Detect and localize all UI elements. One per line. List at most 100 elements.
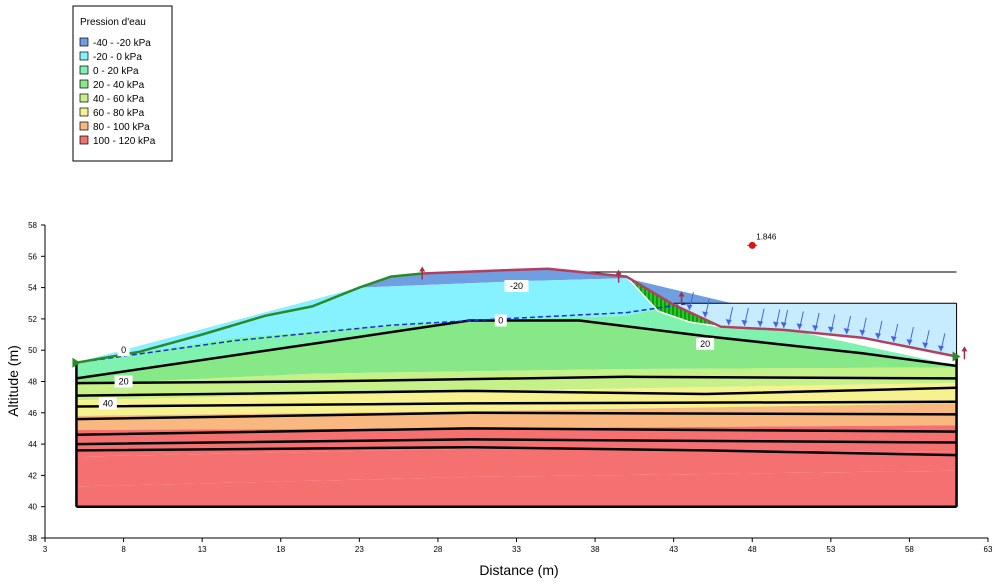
- stratigraphy-line: [76, 445, 957, 457]
- ground-surface-right: [422, 267, 957, 358]
- ground-surface-left: [76, 272, 423, 364]
- y-axis-title: Altitude (m): [5, 345, 21, 417]
- svg-text:0: 0: [498, 315, 503, 325]
- piezometric-line: [76, 302, 690, 364]
- legend-swatch: [79, 65, 89, 75]
- x-tick-label: 13: [198, 545, 207, 554]
- y-tick-label: 54: [28, 284, 37, 293]
- legend-label: 60 - 80 kPa: [93, 108, 145, 119]
- y-tick-label: 44: [28, 440, 37, 449]
- legend-title: Pression d'eau: [80, 17, 146, 28]
- legend-label: -20 - 0 kPa: [93, 52, 142, 63]
- y-tick-label: 38: [28, 534, 37, 543]
- svg-text:40: 40: [103, 398, 113, 408]
- legend-swatch: [79, 51, 89, 61]
- contour-label: 0: [117, 344, 130, 357]
- pressure-arrowhead: [757, 320, 764, 327]
- pressure-zone: [76, 320, 957, 385]
- legend-swatch: [79, 37, 89, 47]
- pressure-zone: [76, 448, 957, 487]
- x-ticks: 3 8 13 18 23 28 33 38 43 48 53 58 63: [43, 538, 993, 554]
- pressure-arrowhead: [741, 319, 748, 326]
- legend-swatch: [79, 79, 89, 89]
- pressure-arrows: [419, 266, 968, 360]
- x-tick-label: 38: [591, 545, 600, 554]
- legend-entry: 40 - 60 kPa: [79, 93, 145, 105]
- legend-entry: 60 - 80 kPa: [79, 107, 145, 119]
- legend-entry: 100 - 120 kPa: [79, 135, 156, 147]
- y-tick-label: 48: [28, 378, 37, 387]
- x-tick-label: 48: [748, 545, 757, 554]
- pressure-arrowhead: [890, 335, 897, 342]
- x-tick-label: 63: [984, 545, 993, 554]
- pressure-arrowhead: [906, 339, 913, 346]
- pressure-arrowhead: [827, 326, 834, 333]
- pressure-zone: [76, 278, 674, 363]
- y-ticks: 38 40 42 44 46 48 50 52 54 56 58: [28, 221, 45, 543]
- pressure-arrowhead: [812, 324, 819, 331]
- ground-surface: [72, 267, 961, 368]
- y-tick-label: 56: [28, 252, 37, 261]
- x-tick-label: 8: [121, 545, 126, 554]
- svg-text:20: 20: [700, 339, 710, 349]
- x-tick-label: 53: [826, 545, 835, 554]
- y-tick-label: 42: [28, 471, 37, 480]
- load-marker-head: [678, 291, 685, 297]
- legend-entry: 0 - 20 kPa: [79, 65, 139, 77]
- y-tick-label: 58: [28, 221, 37, 230]
- stratigraphy-line: [76, 427, 957, 436]
- x-tick-label: 28: [433, 545, 442, 554]
- legend-label: 0 - 20 kPa: [93, 66, 139, 77]
- y-tick-label: 52: [28, 315, 37, 324]
- y-tick-label: 40: [28, 503, 37, 512]
- contour-label: 40: [98, 397, 117, 410]
- x-tick-label: 58: [905, 545, 914, 554]
- pressure-arrowhead: [874, 332, 881, 339]
- x-tick-label: 18: [276, 545, 285, 554]
- y-tick-label: 50: [28, 346, 37, 355]
- load-marker-head: [615, 269, 622, 275]
- boundary-marker: [72, 357, 81, 368]
- x-tick-label: 3: [43, 545, 48, 554]
- pressure-arrowhead: [859, 329, 866, 336]
- svg-text:-20: -20: [510, 281, 523, 291]
- legend-box: [72, 5, 173, 162]
- x-tick-label: 23: [355, 545, 364, 554]
- legend-entry: -20 - 0 kPa: [79, 51, 142, 63]
- boundary-marker: [952, 351, 961, 362]
- legend-swatch: [79, 135, 89, 145]
- pressure-arrowhead: [702, 311, 709, 318]
- pressure-arrowhead: [725, 319, 732, 326]
- factor-of-safety-label: 1.846: [756, 232, 777, 241]
- pressure-arrowhead: [772, 321, 779, 328]
- legend-entry: -40 - -20 kPa: [79, 37, 151, 49]
- legend: Pression d'eau -40 - -20 kPa -20 - 0 kPa 0…: [72, 5, 173, 162]
- pressure-arrowhead: [796, 323, 803, 330]
- stratigraphy-line: [76, 438, 957, 446]
- legend-swatch: [79, 107, 89, 117]
- pressure-arrowhead: [937, 345, 944, 352]
- legend-entry: 80 - 100 kPa: [79, 121, 150, 133]
- stratigraphy-line: [76, 400, 957, 408]
- stratigraphy-line: [76, 319, 957, 380]
- legend-label: 20 - 40 kPa: [93, 80, 145, 91]
- load-marker-head: [419, 266, 426, 272]
- legend-entries: -40 - -20 kPa -20 - 0 kPa 0 - 20 kPa 20 - 4…: [79, 37, 156, 147]
- svg-text:0: 0: [121, 345, 126, 355]
- contour-label: -20: [504, 280, 529, 293]
- stratigraphy-line: [76, 386, 957, 397]
- legend-label: 40 - 60 kPa: [93, 94, 145, 105]
- pressure-zone: [76, 403, 957, 430]
- critical-center: 1.846: [747, 232, 777, 249]
- legend-swatch: [79, 121, 89, 131]
- legend-label: 100 - 120 kPa: [93, 136, 156, 147]
- x-axis-title: Distance (m): [479, 562, 558, 578]
- x-tick-label: 43: [669, 545, 678, 554]
- contour-label: 20: [696, 337, 715, 350]
- pressure-zone: [76, 470, 957, 507]
- pressure-arrowhead: [686, 304, 693, 311]
- legend-entry: 20 - 40 kPa: [79, 79, 145, 91]
- y-tick-label: 46: [28, 409, 37, 418]
- contour-label: 0: [494, 314, 507, 327]
